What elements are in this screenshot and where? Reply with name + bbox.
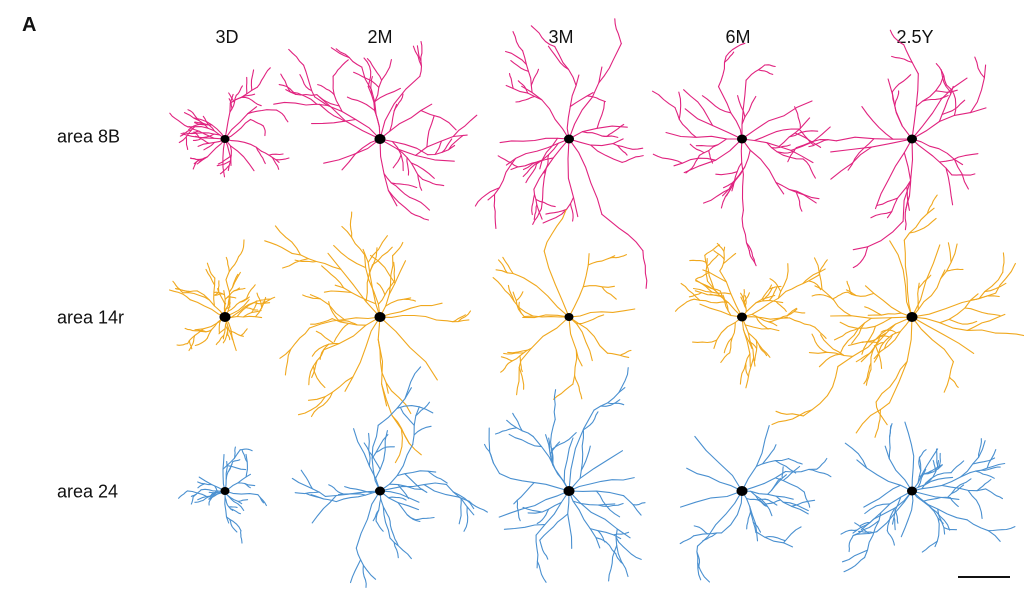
neuron-area-14r-6m — [674, 242, 828, 389]
scale-bar — [958, 576, 1010, 578]
neuron-area-24-6m — [679, 425, 832, 583]
soma — [563, 486, 575, 496]
neuron-area-24-2m — [291, 366, 488, 588]
soma — [374, 134, 386, 144]
soma — [907, 134, 917, 144]
soma — [564, 313, 574, 321]
soma — [220, 135, 230, 143]
age-label-2-5y: 2.5Y — [896, 27, 934, 47]
neuron-area-14r-2m — [264, 211, 472, 464]
neuron-area-8b-2m — [273, 40, 478, 221]
age-label-3d: 3D — [215, 27, 239, 47]
soma — [737, 312, 747, 322]
neuron-area-24-3d — [178, 446, 267, 544]
neuron-area-14r-3m — [492, 209, 636, 400]
neuron-area-8b-3m — [474, 18, 648, 289]
neuron-area-8b-2-5y — [787, 29, 987, 269]
row-label-area-14r: area 14r — [57, 307, 125, 328]
neuron-area-24-3m — [483, 367, 646, 583]
soma — [906, 312, 918, 322]
soma — [375, 486, 385, 496]
neuron-area-14r-2-5y — [771, 194, 1024, 438]
soma — [374, 312, 386, 322]
age-label-6m: 6M — [725, 27, 751, 47]
soma — [737, 134, 747, 144]
soma — [564, 134, 574, 144]
age-label-2m: 2M — [367, 27, 393, 47]
panel-letter: A — [22, 14, 37, 36]
neuron-area-14r-3d — [168, 239, 276, 352]
row-label-area-8b: area 8B — [57, 126, 121, 147]
soma — [736, 486, 748, 496]
neuron-area-8b-3d — [169, 67, 290, 178]
soma — [219, 312, 231, 322]
neuron-area-8b-6m — [651, 42, 831, 267]
soma — [907, 486, 917, 496]
neuron-area-24-2-5y — [840, 421, 1016, 573]
age-label-3m: 3M — [548, 27, 574, 47]
row-label-area-24: area 24 — [57, 481, 119, 502]
soma — [220, 487, 230, 495]
